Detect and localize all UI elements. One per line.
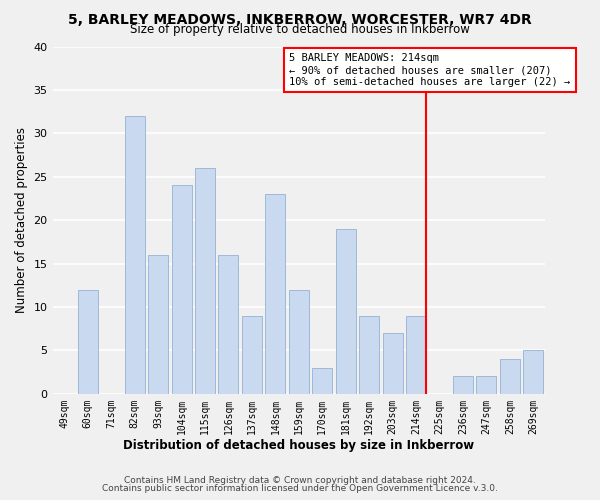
Text: Contains public sector information licensed under the Open Government Licence v.: Contains public sector information licen… — [102, 484, 498, 493]
Bar — [265, 194, 286, 394]
Bar — [242, 316, 262, 394]
Text: 5 BARLEY MEADOWS: 214sqm
← 90% of detached houses are smaller (207)
10% of semi-: 5 BARLEY MEADOWS: 214sqm ← 90% of detach… — [289, 54, 571, 86]
Bar — [125, 116, 145, 394]
Text: Size of property relative to detached houses in Inkberrow: Size of property relative to detached ho… — [130, 22, 470, 36]
X-axis label: Distribution of detached houses by size in Inkberrow: Distribution of detached houses by size … — [123, 440, 475, 452]
Y-axis label: Number of detached properties: Number of detached properties — [15, 127, 28, 313]
Bar — [78, 290, 98, 394]
Bar — [359, 316, 379, 394]
Text: Contains HM Land Registry data © Crown copyright and database right 2024.: Contains HM Land Registry data © Crown c… — [124, 476, 476, 485]
Bar — [313, 368, 332, 394]
Bar — [406, 316, 426, 394]
Bar — [218, 255, 238, 394]
Bar — [383, 333, 403, 394]
Bar — [336, 229, 356, 394]
Text: 5, BARLEY MEADOWS, INKBERROW, WORCESTER, WR7 4DR: 5, BARLEY MEADOWS, INKBERROW, WORCESTER,… — [68, 12, 532, 26]
Bar — [148, 255, 168, 394]
Bar — [172, 186, 191, 394]
Bar — [195, 168, 215, 394]
Bar — [453, 376, 473, 394]
Bar — [476, 376, 496, 394]
Bar — [523, 350, 544, 394]
Bar — [500, 359, 520, 394]
Bar — [289, 290, 309, 394]
